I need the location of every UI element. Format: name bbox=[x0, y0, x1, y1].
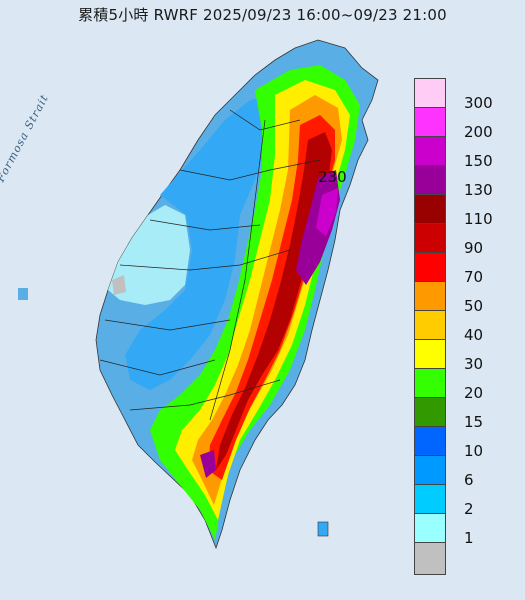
legend-swatch bbox=[414, 310, 446, 343]
map-title: 累積5小時 RWRF 2025/09/23 16:00~09/23 21:00 bbox=[78, 6, 447, 24]
legend-swatch bbox=[414, 513, 446, 546]
legend-label: 110 bbox=[464, 210, 493, 228]
legend-swatch bbox=[414, 542, 446, 575]
legend-label: 150 bbox=[464, 152, 493, 170]
west-light-zone bbox=[108, 205, 190, 305]
legend-entry: 30 bbox=[412, 339, 522, 373]
legend-entry bbox=[412, 542, 522, 575]
legend-swatch bbox=[414, 281, 446, 314]
legend-label: 1 bbox=[464, 529, 474, 547]
legend-label: 70 bbox=[464, 268, 484, 286]
legend-label: 10 bbox=[464, 442, 484, 460]
legend-swatch bbox=[414, 194, 446, 227]
legend-swatch bbox=[414, 165, 446, 198]
legend-entry: 200 bbox=[412, 107, 522, 141]
legend-entry: 70 bbox=[412, 252, 522, 286]
legend-label: 130 bbox=[464, 181, 493, 199]
legend-swatch bbox=[414, 107, 446, 140]
legend-entry: 6 bbox=[412, 455, 522, 489]
county-borders bbox=[99, 109, 321, 421]
legend-entry: 20 bbox=[412, 368, 522, 402]
legend-entry: 150 bbox=[412, 136, 522, 170]
rainfall-legend: 300 200 150 130 110 90 70 50 40 30 20 15 10 6 2 1 bbox=[412, 78, 522, 575]
legend-entry: 40 bbox=[412, 310, 522, 344]
island-penghu bbox=[18, 288, 28, 300]
legend-entry: 1 bbox=[412, 513, 522, 547]
west-gray-patch bbox=[112, 275, 126, 295]
rain-band-darkred bbox=[216, 132, 332, 470]
legend-entry: 10 bbox=[412, 426, 522, 460]
legend-swatch bbox=[414, 397, 446, 430]
legend-label: 20 bbox=[464, 384, 484, 402]
legend-label: 200 bbox=[464, 123, 493, 141]
legend-entry: 110 bbox=[412, 194, 522, 228]
legend-label: 6 bbox=[464, 471, 474, 489]
rain-core-magenta bbox=[316, 188, 338, 236]
rain-core-purple-south bbox=[200, 450, 216, 478]
central-blue bbox=[125, 95, 270, 390]
legend-label: 2 bbox=[464, 500, 474, 518]
legend-swatch bbox=[414, 252, 446, 285]
legend-label: 15 bbox=[464, 413, 484, 431]
legend-swatch bbox=[414, 78, 446, 111]
legend-swatch bbox=[414, 339, 446, 372]
legend-entry: 2 bbox=[412, 484, 522, 518]
legend-label: 30 bbox=[464, 355, 484, 373]
legend-label: 90 bbox=[464, 239, 484, 257]
legend-label: 50 bbox=[464, 297, 484, 315]
legend-label: 40 bbox=[464, 326, 484, 344]
max-rainfall-label: 230 bbox=[318, 168, 347, 186]
island-green bbox=[317, 521, 329, 537]
legend-swatch bbox=[414, 223, 446, 256]
legend-entry: 130 bbox=[412, 165, 522, 199]
legend-entry: 300 bbox=[412, 78, 522, 112]
legend-entry: 90 bbox=[412, 223, 522, 257]
legend-label: 300 bbox=[464, 94, 493, 112]
legend-entry: 50 bbox=[412, 281, 522, 315]
legend-entry: 15 bbox=[412, 397, 522, 431]
